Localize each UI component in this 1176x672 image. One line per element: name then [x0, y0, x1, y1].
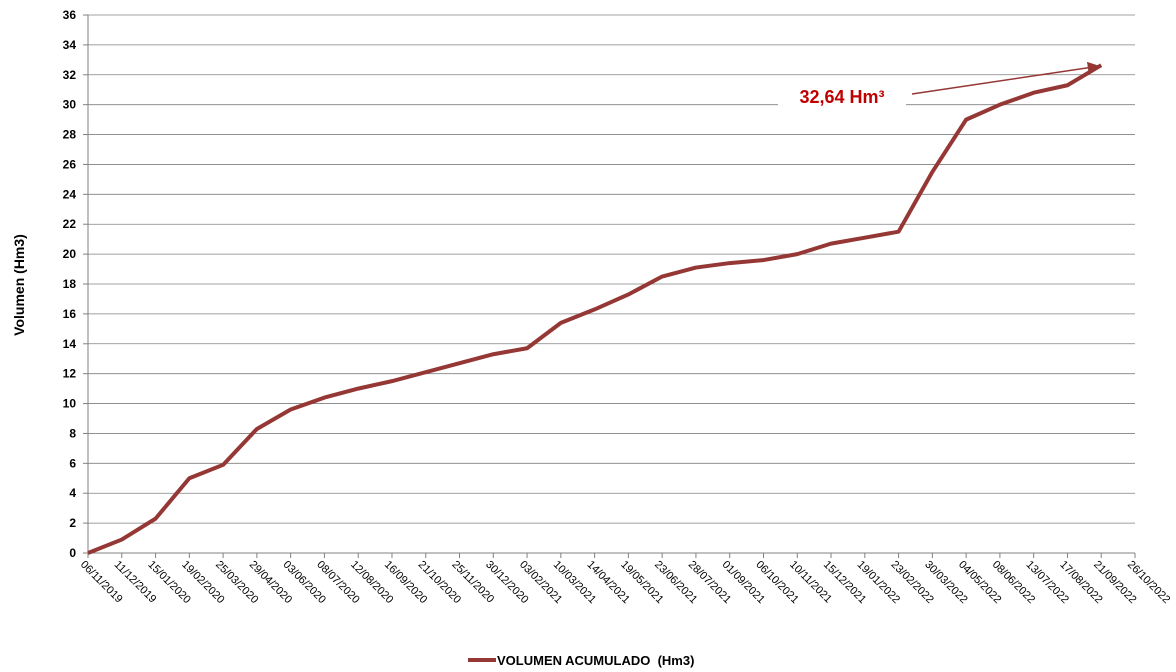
- y-tick-label: 24: [63, 187, 77, 201]
- annotation-box: [778, 80, 906, 110]
- y-axis-label: Volumen (Hm3): [11, 234, 27, 336]
- y-tick-label: 2: [69, 516, 76, 530]
- y-tick-label: 32: [63, 68, 77, 82]
- annotation-arrow: [911, 61, 1100, 95]
- legend-label: VOLUMEN ACUMULADO (Hm3): [497, 653, 694, 668]
- data-line: [87, 63, 1103, 555]
- y-tick-label: 8: [69, 426, 76, 440]
- y-tick-label: 10: [63, 397, 77, 411]
- y-tick-label: 12: [63, 367, 77, 381]
- y-tick-label: 28: [63, 128, 77, 142]
- y-tick-label: 34: [63, 38, 77, 52]
- annotation: 32,64 Hm³: [799, 87, 884, 107]
- y-tick-label: 6: [69, 456, 76, 470]
- y-tick-label: 30: [63, 98, 77, 112]
- y-tick-label: 36: [63, 8, 77, 22]
- y-tick-label: 22: [63, 217, 77, 231]
- y-tick-label: 4: [69, 486, 76, 500]
- y-tick-label: 0: [69, 546, 76, 560]
- y-tick-label: 18: [63, 277, 77, 291]
- y-tick-label: 14: [63, 337, 77, 351]
- y-tick-label: 16: [63, 307, 77, 321]
- y-tick-label: 26: [63, 157, 77, 171]
- y-tick-label: 20: [63, 247, 77, 261]
